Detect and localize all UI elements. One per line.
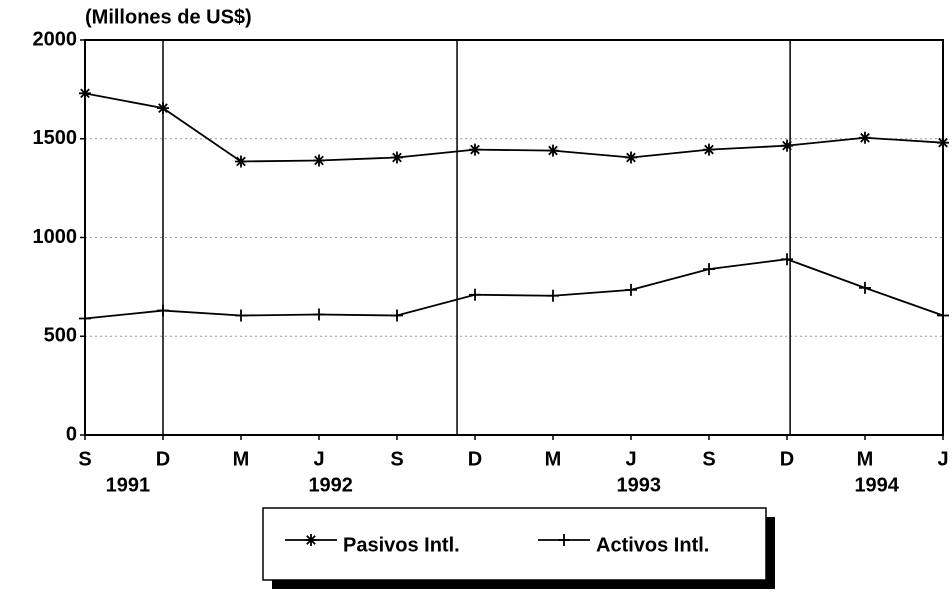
x-tick-label: D (156, 448, 170, 470)
point-marker (859, 131, 871, 144)
plot-frame (84, 39, 944, 436)
point-marker (469, 143, 481, 156)
point-marker (547, 289, 559, 302)
point-marker (625, 151, 637, 164)
legend-entry: Pasivos Intl. (285, 534, 460, 556)
legend-label: Pasivos Intl. (343, 534, 460, 556)
point-marker (157, 102, 169, 115)
point-marker (703, 263, 715, 276)
legend-marker (558, 534, 570, 546)
point-marker (937, 309, 949, 322)
y-axis-label: (Millones de US$) (85, 6, 252, 28)
x-tick-label: D (780, 448, 794, 470)
y-tick-label: 2000 (33, 28, 78, 50)
year-label: 1994 (854, 474, 899, 496)
point-marker (313, 154, 325, 167)
legend-marker (305, 534, 317, 546)
x-tick-label: J (313, 448, 324, 470)
year-label: 1993 (617, 474, 662, 496)
point-marker (391, 151, 403, 164)
point-marker (391, 309, 403, 322)
point-marker (235, 309, 247, 322)
x-tick-label: J (625, 448, 636, 470)
point-marker (703, 143, 715, 156)
legend: Pasivos Intl. Activos Intl. (262, 507, 775, 589)
year-label: 1991 (106, 474, 151, 496)
y-tick-label: 1000 (33, 226, 78, 248)
x-tick-label: D (468, 448, 482, 470)
x-tick-label: S (390, 448, 403, 470)
point-marker (469, 288, 481, 301)
x-tick-label: S (78, 448, 91, 470)
y-tick-label: 1500 (33, 127, 78, 149)
point-marker (781, 253, 793, 266)
point-marker (859, 281, 871, 294)
y-tick-label: 0 (66, 423, 77, 445)
point-marker (547, 144, 559, 157)
legend-entry: Activos Intl. (538, 534, 709, 556)
point-marker (937, 136, 949, 149)
point-marker (625, 283, 637, 296)
point-marker (79, 312, 91, 325)
y-tick-label: 500 (44, 325, 77, 347)
year-label: 1992 (308, 474, 353, 496)
point-marker (313, 308, 325, 321)
point-marker (157, 304, 169, 317)
x-tick-label: M (857, 448, 874, 470)
series-line (84, 92, 944, 163)
series-line (84, 258, 944, 320)
x-tick-label: M (545, 448, 562, 470)
x-tick-label: J (937, 448, 948, 470)
legend-label: Activos Intl. (596, 534, 709, 556)
point-marker (235, 155, 247, 168)
legend-box (262, 507, 767, 581)
point-marker (781, 139, 793, 152)
x-tick-label: S (702, 448, 715, 470)
point-marker (79, 87, 91, 100)
x-tick-label: M (233, 448, 250, 470)
